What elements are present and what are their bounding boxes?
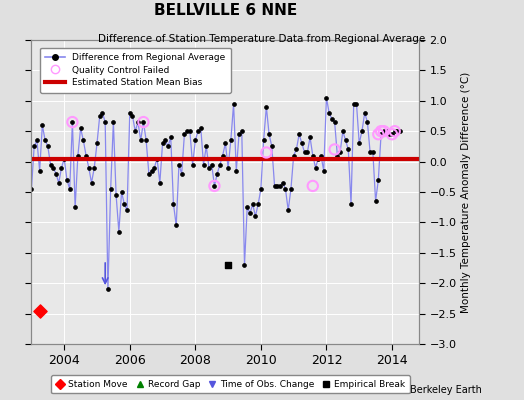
Point [210, 183, 219, 189]
Text: Berkeley Earth: Berkeley Earth [410, 385, 482, 395]
Point [331, 146, 339, 153]
Point [379, 128, 388, 134]
Point [374, 131, 383, 138]
Legend: Station Move, Record Gap, Time of Obs. Change, Empirical Break: Station Move, Record Gap, Time of Obs. C… [51, 376, 410, 394]
Point [139, 119, 148, 125]
Text: Difference of Station Temperature Data from Regional Average: Difference of Station Temperature Data f… [99, 34, 425, 44]
Point [224, 262, 232, 268]
Point [377, 128, 385, 134]
Point [388, 131, 396, 138]
Y-axis label: Monthly Temperature Anomaly Difference (°C): Monthly Temperature Anomaly Difference (… [461, 71, 471, 313]
Point [390, 128, 399, 134]
Title: BELLVILLE 6 NNE: BELLVILLE 6 NNE [154, 3, 297, 18]
Legend: Difference from Regional Average, Quality Control Failed, Estimated Station Mean: Difference from Regional Average, Qualit… [40, 48, 231, 93]
Point [309, 183, 317, 189]
Point [262, 149, 270, 156]
Point [68, 119, 77, 125]
Point [36, 307, 44, 314]
